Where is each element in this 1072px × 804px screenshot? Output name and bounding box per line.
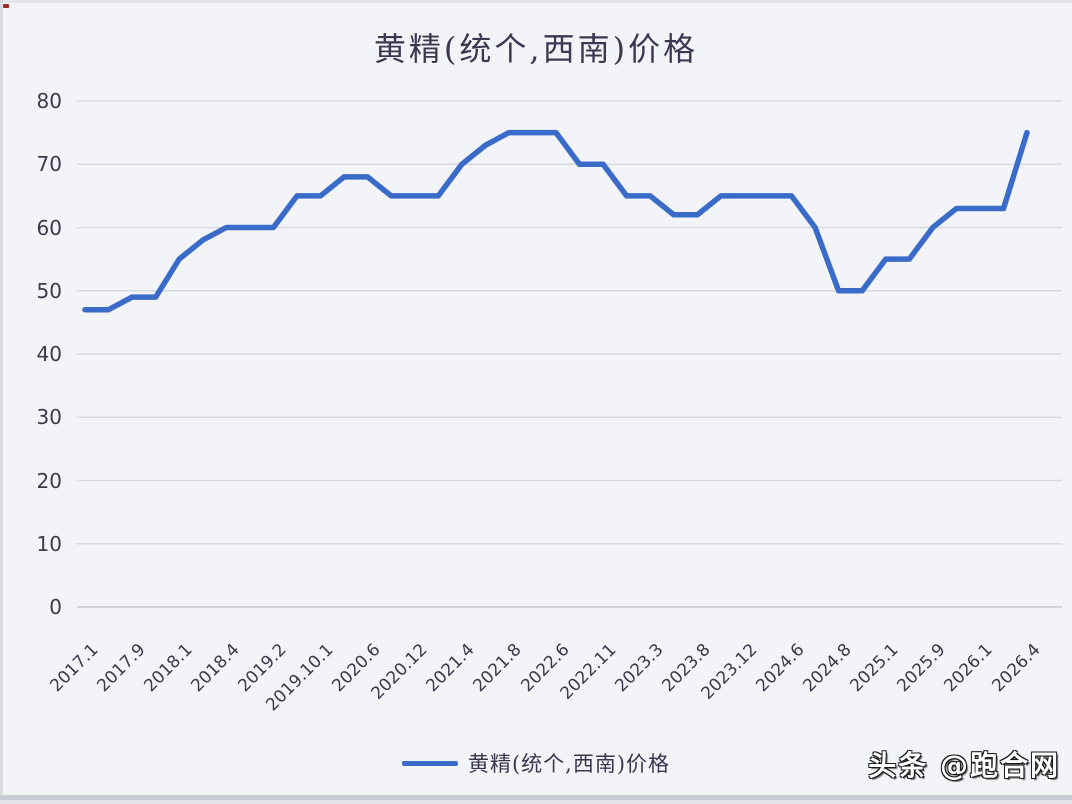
- y-axis-label: 10: [36, 531, 62, 556]
- toutiao-watermark: 头条 @跑合网: [868, 749, 1060, 782]
- y-axis-label: 20: [36, 468, 62, 493]
- y-axis-label: 40: [36, 342, 62, 366]
- price-line-series: [82, 129, 1030, 313]
- bottom-edge-line: [0, 795, 1072, 800]
- y-axis-label: 70: [36, 152, 62, 177]
- y-axis-label: 30: [36, 405, 62, 430]
- bottom-edge-highlight: [0, 800, 1072, 804]
- y-axis-label: 50: [36, 278, 62, 303]
- y-axis-label: 80: [36, 89, 62, 113]
- legend: 黄精(统个,西南)价格: [401, 748, 671, 778]
- legend-line-swatch: [401, 760, 458, 766]
- chart-title: 黄精(统个,西南)价格: [373, 30, 699, 68]
- legend-series-label: 黄精(统个,西南)价格: [467, 752, 671, 776]
- left-edge-line: [0, 0, 3, 804]
- y-axis-label: 60: [36, 215, 62, 240]
- y-axis-label: 0: [49, 595, 62, 619]
- top-edge-line: [0, 0, 1072, 3]
- corner-artifact-dot: [3, 4, 9, 8]
